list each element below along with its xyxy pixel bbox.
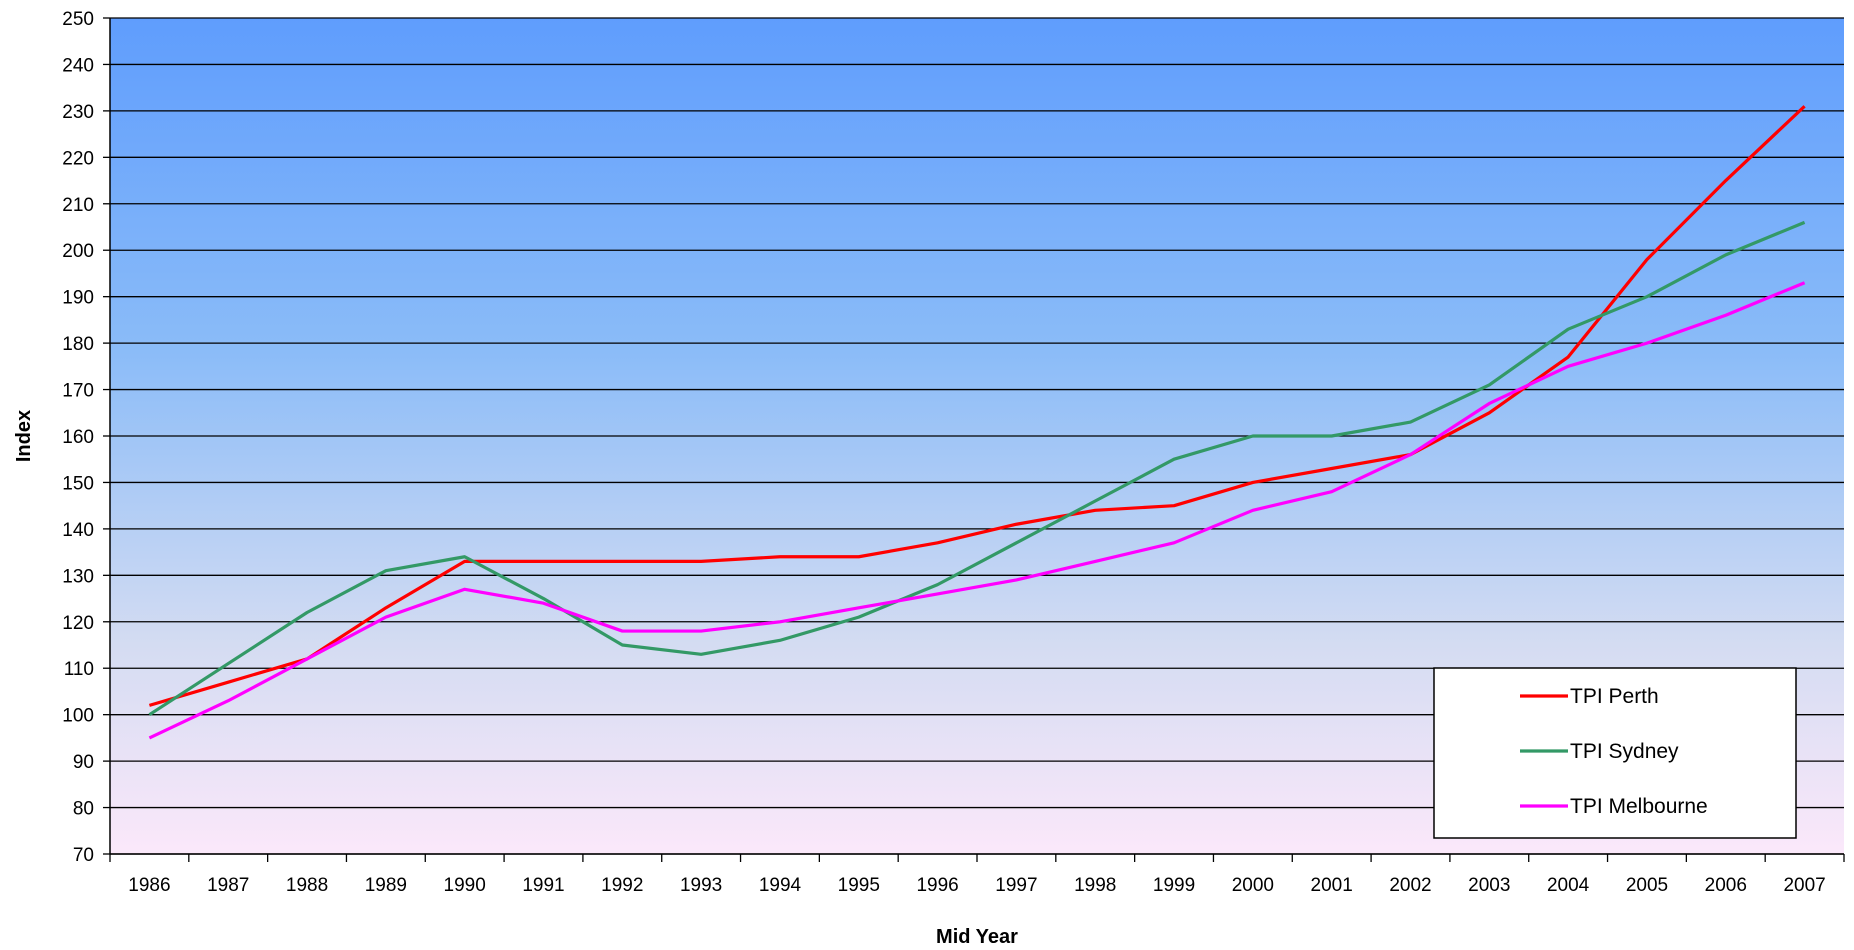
y-tick-labels: 70 80 90 100 110 120 130 140 150 160 170 180 190 200 2… xyxy=(62,9,94,866)
x-tick-label: 1997 xyxy=(995,875,1037,896)
y-tick-label: 70 xyxy=(73,845,94,866)
y-tick-label: 210 xyxy=(62,195,94,216)
x-tick-label: 1999 xyxy=(1153,875,1195,896)
x-tick-label: 2005 xyxy=(1626,875,1668,896)
y-tick-label: 150 xyxy=(62,473,94,494)
y-tick-label: 90 xyxy=(73,752,94,773)
legend: TPI Perth TPI Sydney TPI Melbourne xyxy=(1433,667,1797,839)
y-tick-label: 100 xyxy=(62,706,94,727)
legend-box xyxy=(1433,667,1797,839)
gridlines xyxy=(110,17,1844,855)
x-tick-label: 2002 xyxy=(1389,875,1431,896)
y-tick-label: 170 xyxy=(62,381,94,402)
y-tick-label: 230 xyxy=(62,102,94,123)
y-tick-label: 110 xyxy=(64,659,94,680)
legend-label: TPI Perth xyxy=(1570,685,1659,708)
axes xyxy=(103,17,1845,862)
series-lines xyxy=(148,105,1806,740)
y-tick-label: 250 xyxy=(62,9,94,30)
x-tick-label: 1992 xyxy=(601,875,643,896)
series-line-1 xyxy=(148,220,1806,717)
x-tick-label: 1993 xyxy=(680,875,722,896)
x-tick-label: 2003 xyxy=(1468,875,1510,896)
y-tick-label: 140 xyxy=(62,520,94,541)
y-tick-label: 180 xyxy=(62,334,94,355)
y-tick-label: 80 xyxy=(73,799,94,820)
legend-label: TPI Sydney xyxy=(1570,740,1679,763)
x-tick-label: 1991 xyxy=(522,875,564,896)
x-tick-label: 2006 xyxy=(1705,875,1747,896)
x-axis-title: Mid Year xyxy=(936,926,1018,948)
y-tick-label: 240 xyxy=(62,55,94,76)
x-tick-label: 2001 xyxy=(1311,875,1353,896)
y-tick-label: 130 xyxy=(62,566,94,587)
y-tick-label: 220 xyxy=(62,148,94,169)
x-tick-label: 2007 xyxy=(1783,875,1825,896)
x-tick-label: 2000 xyxy=(1232,875,1274,896)
x-tick-label: 1995 xyxy=(838,875,880,896)
x-tick-label: 2004 xyxy=(1547,875,1590,896)
series-line-2 xyxy=(148,281,1806,740)
y-axis-title: Index xyxy=(13,410,35,462)
y-tick-label: 160 xyxy=(62,427,94,448)
y-tick-label: 190 xyxy=(62,288,94,309)
x-tick-label: 1990 xyxy=(444,875,486,896)
x-tick-label: 1989 xyxy=(365,875,407,896)
y-tick-label: 200 xyxy=(62,241,94,262)
x-tick-label: 1994 xyxy=(759,875,802,896)
x-tick-label: 1987 xyxy=(207,875,249,896)
x-tick-label: 1996 xyxy=(916,875,958,896)
x-tick-labels: 1986 1987 1988 1989 1990 1991 1992 1993 1994 1995… xyxy=(128,875,1825,896)
x-tick-label: 1986 xyxy=(128,875,170,896)
legend-label: TPI Melbourne xyxy=(1570,795,1708,818)
x-tick-label: 1988 xyxy=(286,875,328,896)
x-tick-label: 1998 xyxy=(1074,875,1116,896)
y-tick-label: 120 xyxy=(62,613,94,634)
